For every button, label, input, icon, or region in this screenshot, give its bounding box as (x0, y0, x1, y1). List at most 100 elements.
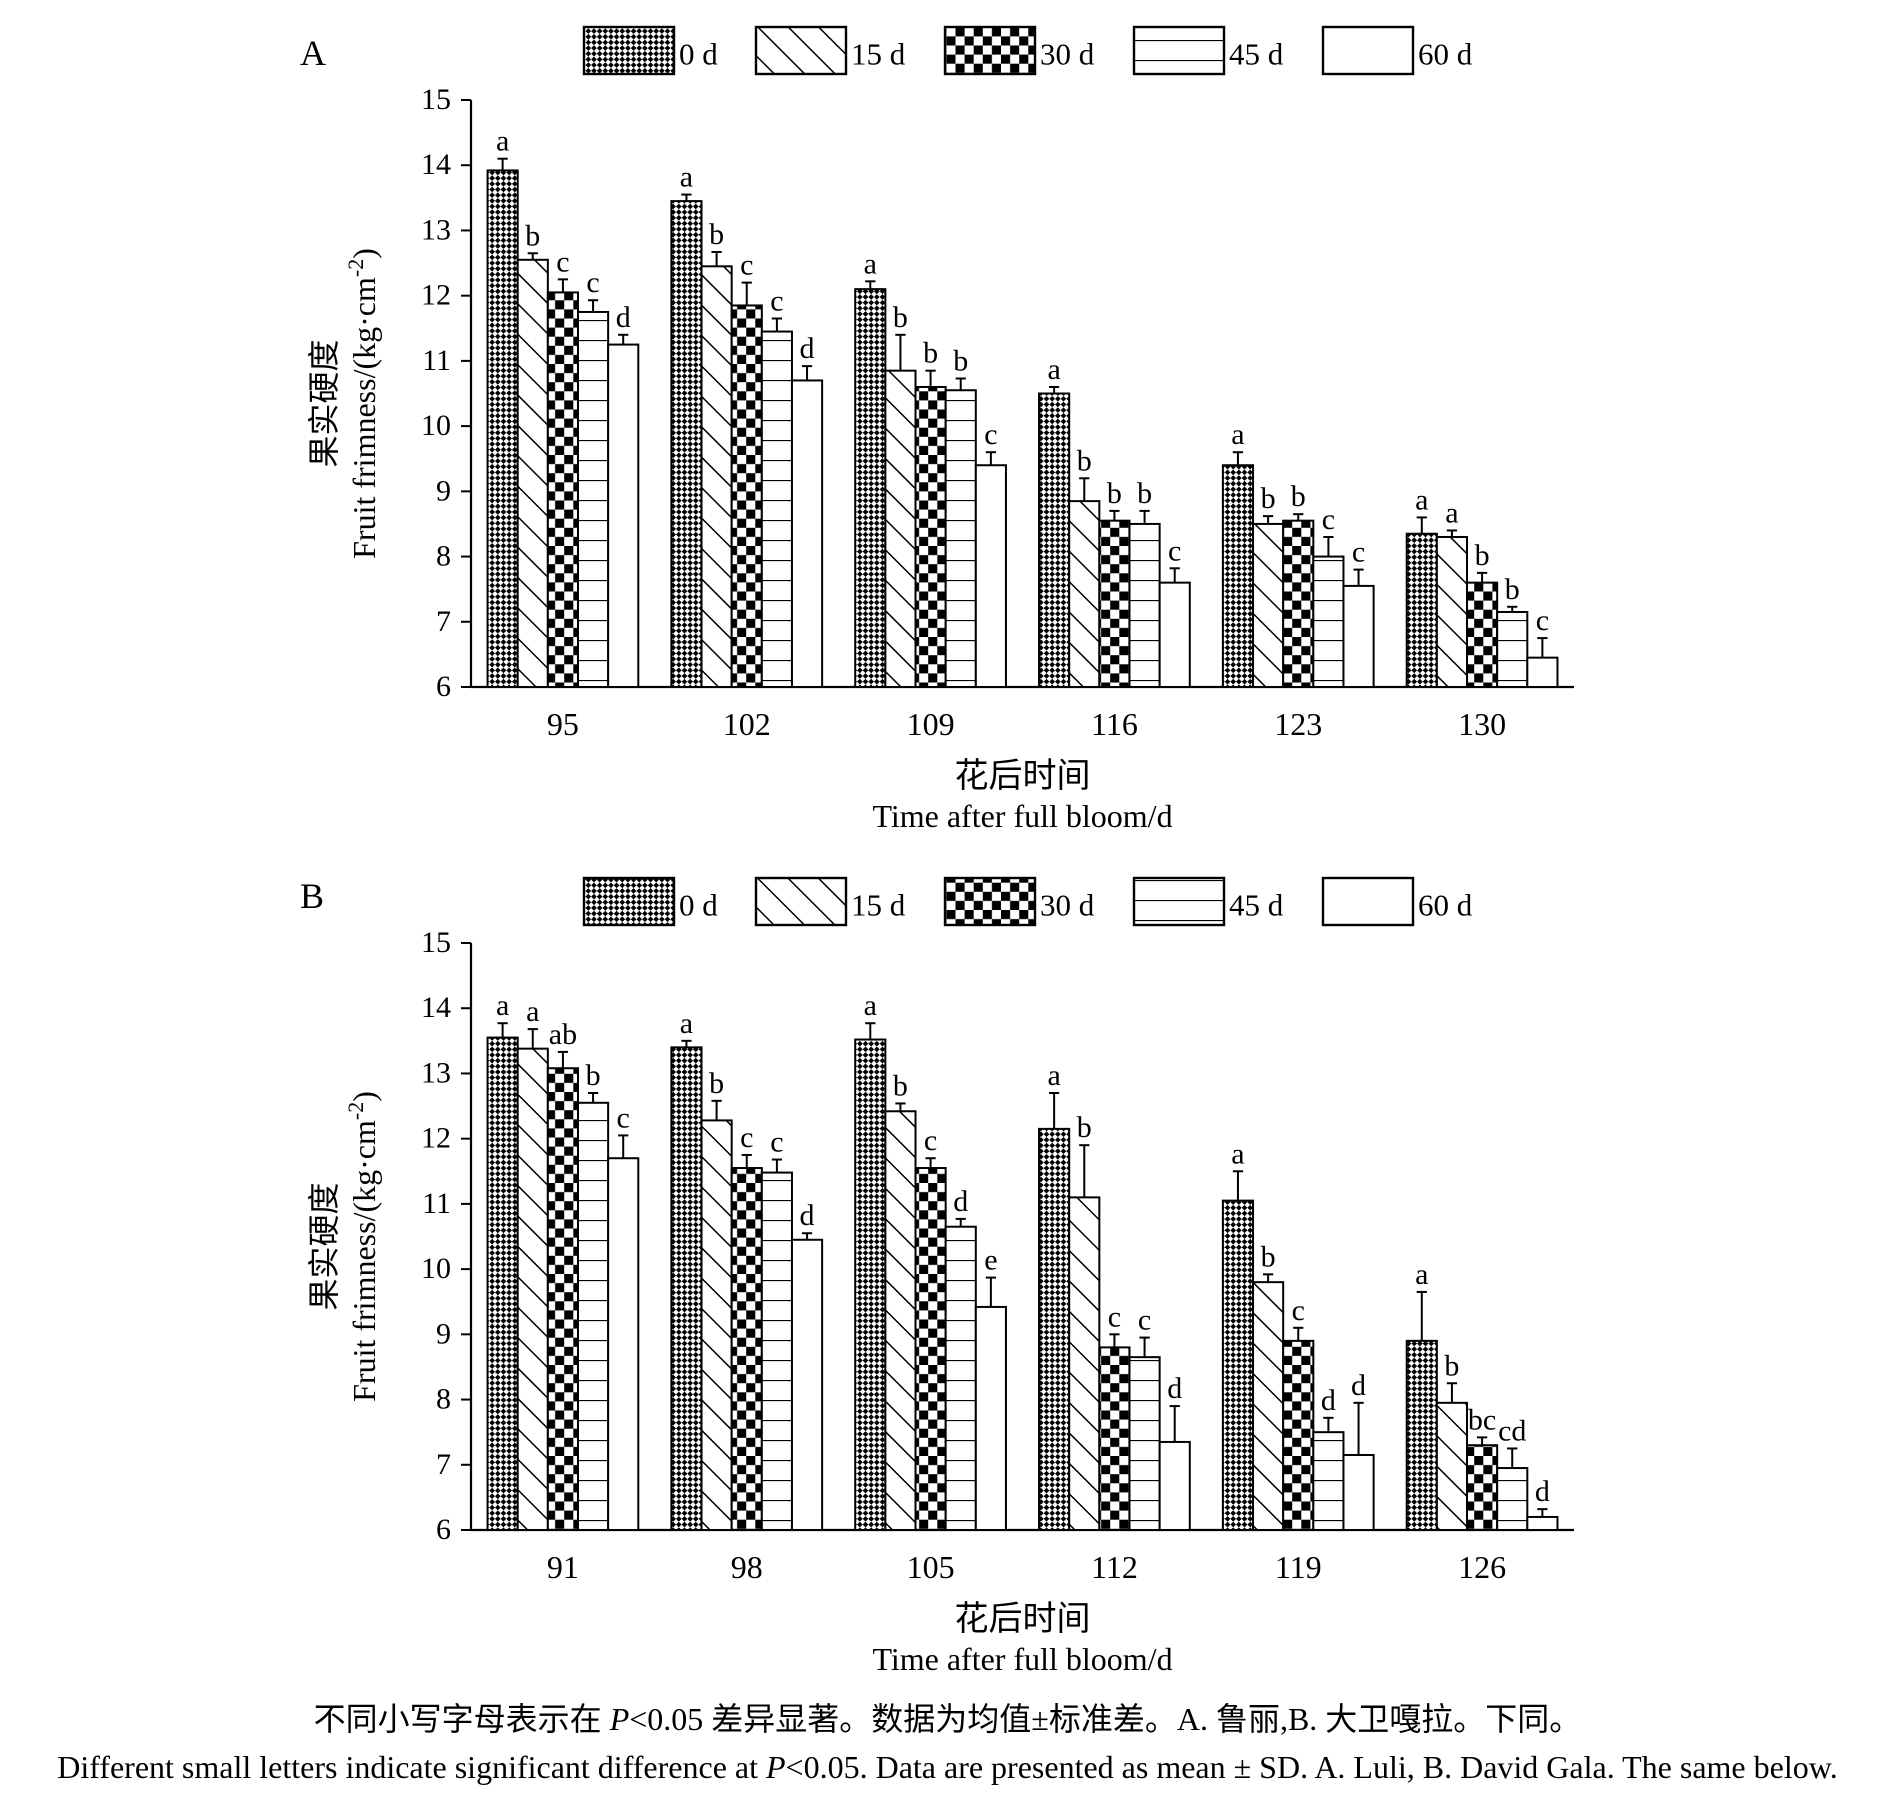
svg-text:12: 12 (421, 1122, 451, 1155)
svg-text:a: a (864, 247, 877, 280)
svg-text:b: b (893, 301, 908, 334)
svg-text:a: a (1231, 1137, 1244, 1170)
svg-text:a: a (1445, 496, 1458, 529)
svg-text:d: d (800, 1199, 815, 1232)
svg-text:c: c (740, 1121, 753, 1154)
svg-text:c: c (1168, 534, 1181, 567)
svg-text:c: c (1322, 503, 1335, 536)
svg-text:c: c (556, 245, 569, 278)
svg-text:c: c (924, 1124, 937, 1157)
svg-text:d: d (1535, 1475, 1550, 1508)
svg-text:b: b (1261, 482, 1276, 515)
svg-text:a: a (496, 125, 509, 158)
svg-text:A: A (300, 33, 326, 73)
svg-text:不同小写字母表示在 P<0.05 差异显著。数据为均值±标准: 不同小写字母表示在 P<0.05 差异显著。数据为均值±标准差。A. 鲁丽,B.… (314, 1701, 1582, 1737)
svg-text:c: c (1108, 1300, 1121, 1333)
svg-text:109: 109 (907, 706, 955, 742)
svg-text:c: c (1352, 536, 1365, 569)
svg-text:11: 11 (422, 344, 451, 377)
svg-text:15 d: 15 d (851, 37, 906, 72)
svg-text:b: b (1291, 480, 1306, 513)
svg-text:Fruit frimness/(kg·cm-2): Fruit frimness/(kg·cm-2) (343, 1091, 383, 1402)
svg-text:45 d: 45 d (1229, 888, 1284, 923)
svg-text:c: c (586, 266, 599, 299)
svg-text:45 d: 45 d (1229, 37, 1284, 72)
svg-text:105: 105 (907, 1549, 955, 1585)
svg-text:91: 91 (547, 1549, 579, 1585)
svg-text:B: B (300, 876, 324, 916)
svg-text:30 d: 30 d (1040, 37, 1095, 72)
svg-text:b: b (923, 337, 938, 370)
svg-text:b: b (1444, 1349, 1459, 1382)
svg-text:130: 130 (1458, 706, 1506, 742)
svg-text:b: b (709, 218, 724, 251)
svg-text:9: 9 (436, 1317, 451, 1350)
svg-text:8: 8 (436, 1383, 451, 1416)
svg-text:15: 15 (421, 926, 451, 959)
svg-text:a: a (1047, 353, 1060, 386)
svg-text:b: b (1077, 1111, 1092, 1144)
svg-text:b: b (953, 345, 968, 378)
svg-text:112: 112 (1091, 1549, 1138, 1585)
svg-text:60 d: 60 d (1418, 37, 1473, 72)
svg-text:10: 10 (421, 1252, 451, 1285)
svg-text:123: 123 (1274, 706, 1322, 742)
svg-text:a: a (680, 161, 693, 194)
svg-text:Time after full bloom/d: Time after full bloom/d (872, 798, 1172, 834)
svg-text:b: b (1107, 477, 1122, 510)
svg-text:Fruit frimness/(kg·cm-2): Fruit frimness/(kg·cm-2) (343, 248, 383, 559)
svg-text:60 d: 60 d (1418, 888, 1473, 923)
svg-text:ab: ab (549, 1018, 577, 1051)
svg-text:d: d (1321, 1384, 1336, 1417)
svg-text:13: 13 (421, 213, 451, 246)
svg-text:b: b (709, 1067, 724, 1100)
svg-text:a: a (680, 1007, 693, 1040)
svg-text:10: 10 (421, 409, 451, 442)
svg-text:15 d: 15 d (851, 888, 906, 923)
svg-text:花后时间: 花后时间 (955, 1600, 1091, 1638)
svg-text:果实硬度: 果实硬度 (306, 1182, 342, 1310)
svg-text:b: b (586, 1059, 601, 1092)
svg-text:98: 98 (731, 1549, 763, 1585)
svg-text:7: 7 (436, 605, 451, 638)
svg-text:11: 11 (422, 1187, 451, 1220)
svg-text:102: 102 (723, 706, 771, 742)
svg-text:bc: bc (1468, 1403, 1496, 1436)
svg-text:c: c (984, 418, 997, 451)
svg-text:c: c (617, 1101, 630, 1134)
svg-text:c: c (770, 1126, 783, 1159)
svg-text:花后时间: 花后时间 (955, 757, 1091, 795)
svg-text:b: b (1137, 477, 1152, 510)
svg-text:a: a (1415, 1258, 1428, 1291)
svg-text:a: a (1047, 1059, 1060, 1092)
svg-text:119: 119 (1275, 1549, 1322, 1585)
svg-text:0 d: 0 d (679, 888, 718, 923)
svg-text:c: c (1292, 1294, 1305, 1327)
svg-text:30 d: 30 d (1040, 888, 1095, 923)
svg-text:b: b (893, 1069, 908, 1102)
svg-text:95: 95 (547, 706, 579, 742)
svg-text:d: d (953, 1185, 968, 1218)
svg-text:12: 12 (421, 279, 451, 312)
svg-text:8: 8 (436, 540, 451, 573)
svg-text:b: b (1475, 539, 1490, 572)
svg-text:a: a (496, 989, 509, 1022)
svg-text:c: c (770, 284, 783, 317)
svg-text:c: c (740, 249, 753, 282)
svg-text:d: d (1167, 1372, 1182, 1405)
svg-text:116: 116 (1091, 706, 1138, 742)
svg-text:9: 9 (436, 474, 451, 507)
svg-text:Different small letters indica: Different small letters indicate signifi… (57, 1749, 1838, 1785)
svg-text:c: c (1138, 1304, 1151, 1337)
svg-text:Time after full bloom/d: Time after full bloom/d (872, 1641, 1172, 1677)
svg-text:14: 14 (421, 991, 451, 1024)
svg-text:a: a (864, 989, 877, 1022)
svg-text:d: d (800, 332, 815, 365)
svg-text:e: e (984, 1244, 997, 1277)
svg-text:b: b (525, 219, 540, 252)
svg-text:7: 7 (436, 1448, 451, 1481)
svg-text:a: a (1415, 483, 1428, 516)
svg-text:a: a (526, 995, 539, 1028)
svg-text:15: 15 (421, 83, 451, 116)
svg-text:13: 13 (421, 1056, 451, 1089)
